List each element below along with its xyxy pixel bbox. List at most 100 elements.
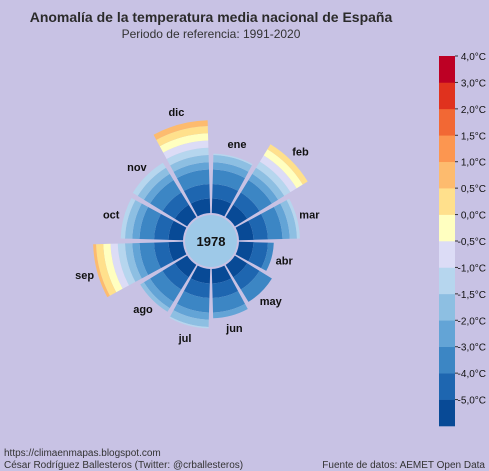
wedge-jun-band <box>212 303 248 319</box>
wedge-may-band <box>233 263 260 290</box>
wedge-oct-band <box>154 213 174 240</box>
credit-source: Fuente de datos: AEMET Open Data <box>322 460 485 471</box>
wedge-feb-band <box>267 144 308 185</box>
wedge-sep-band <box>103 243 123 293</box>
wedge-jun-band <box>212 291 246 313</box>
wedge-jul-band <box>190 265 211 284</box>
wedge-mar-band <box>235 220 254 241</box>
wedge-ene-band <box>211 198 232 217</box>
wedge-feb-band <box>256 161 291 196</box>
year-label: 1978 <box>197 234 226 249</box>
credit-blog: https://climaenmapas.blogspot.com <box>4 448 161 459</box>
month-label-jul: jul <box>178 333 192 345</box>
wedge-dic-band <box>183 184 210 204</box>
colorbar-tick-label: -4,0°C <box>458 369 486 380</box>
wedge-jun-band <box>212 278 239 298</box>
colorbar-tick-label: -2,0°C <box>458 316 486 327</box>
colorbar-segment <box>439 399 455 427</box>
colorbar-segment <box>439 293 455 321</box>
wedge-sep-band <box>139 242 161 276</box>
colorbar-segment <box>439 373 455 400</box>
wedge-jul-band <box>169 316 209 329</box>
wedge-abr-band <box>261 242 274 271</box>
wedge-ago-band <box>150 270 182 302</box>
wedge-nov-band <box>174 204 197 227</box>
colorbar-segment <box>439 320 455 348</box>
wedge-mar-band <box>286 198 300 239</box>
month-label-ene: ene <box>228 139 247 151</box>
colorbar-segment <box>439 56 455 83</box>
wedge-abr-band <box>235 241 254 262</box>
wedge-dic-band <box>173 162 210 179</box>
wedge-mar-band <box>248 213 268 240</box>
colorbar-ticks: 4,0°C 3,0°C 2,0°C 1,5°C 1,0°C 0,5°C 0,0°C -0,5°… <box>455 52 486 407</box>
wedge-dic-band <box>159 133 209 153</box>
colorbar-tick-label: 2,0°C <box>461 105 486 116</box>
colorbar-segment <box>439 267 455 295</box>
wedge-sep-band <box>96 244 117 296</box>
wedge-sep-band <box>154 242 174 269</box>
colorbar-tick-label: 0,5°C <box>461 184 486 195</box>
wedge-oct-band <box>125 200 142 239</box>
wedge-dic-band <box>170 155 209 172</box>
wedge-feb-band <box>259 155 297 193</box>
wedge-nov-band <box>143 173 174 204</box>
colorbar-segment <box>439 135 455 163</box>
colorbar <box>439 56 455 427</box>
wedge-may-band <box>240 270 272 302</box>
colorbar-tick-label: -3,0°C <box>458 343 486 354</box>
wedge-oct-band <box>139 206 161 240</box>
wedge-dic-band <box>163 140 209 159</box>
wedge-feb-band <box>248 173 279 204</box>
credit-author: César Rodríguez Ballesteros (Twitter: @c… <box>4 460 243 471</box>
wedge-jul-band <box>176 291 210 313</box>
wedge-sep-band <box>93 244 110 298</box>
wedge-dic-band <box>153 120 208 140</box>
colorbar-segment <box>439 161 455 189</box>
colorbar-segment <box>439 82 455 110</box>
month-labels: ene feb mar abr may jun jul ago sep oct nov dic <box>75 107 320 345</box>
wedge-ene-band <box>213 153 253 166</box>
wedge-jul-band <box>173 303 210 320</box>
wedge-feb-band <box>252 167 285 200</box>
wedge-ago-band <box>140 282 170 312</box>
colorbar-segment <box>439 108 455 136</box>
wedge-dic-band <box>190 198 211 217</box>
chart-subtitle: Periodo de referencia: 1991-2020 <box>122 27 301 41</box>
wedge-jul-band <box>170 310 209 327</box>
colorbar-segment <box>439 241 455 268</box>
wedge-feb-band <box>240 180 272 212</box>
center-disc <box>185 215 237 267</box>
wedge-mar-band <box>273 203 290 240</box>
colorbar-segment <box>439 188 455 215</box>
colorbar-segment <box>439 214 455 242</box>
wedge-oct-band <box>132 203 149 240</box>
wedge-feb-band <box>225 204 248 227</box>
month-label-abr: abr <box>276 256 294 268</box>
month-label-nov: nov <box>127 162 147 174</box>
wedge-nov-band <box>137 167 170 200</box>
wedge-nov-band <box>150 180 182 212</box>
wedge-ago-band <box>143 278 174 309</box>
chart-title: Anomalía de la temperatura media naciona… <box>30 9 393 25</box>
wedge-ene-band <box>212 169 246 191</box>
wedge-feb-band <box>233 192 260 219</box>
wedge-ene-band <box>212 162 249 179</box>
polar-wedges <box>93 120 308 329</box>
wedge-dic-band <box>156 126 208 147</box>
month-label-may: may <box>260 296 283 308</box>
colorbar-tick-label: -1,5°C <box>458 290 486 301</box>
wedge-sep-band <box>132 242 149 279</box>
wedge-ene-band <box>213 155 252 172</box>
wedge-mar-band <box>280 200 297 239</box>
wedge-abr-band <box>248 242 268 269</box>
colorbar-tick-label: 1,5°C <box>461 131 486 142</box>
wedge-ene-band <box>212 184 239 204</box>
wedge-ago-band <box>162 263 189 290</box>
month-label-dic: dic <box>168 107 184 119</box>
wedge-dic-band <box>166 147 209 166</box>
wedge-nov-band <box>162 192 189 219</box>
wedge-may-band <box>225 255 248 278</box>
month-label-ago: ago <box>133 304 153 316</box>
month-label-jun: jun <box>225 323 243 335</box>
